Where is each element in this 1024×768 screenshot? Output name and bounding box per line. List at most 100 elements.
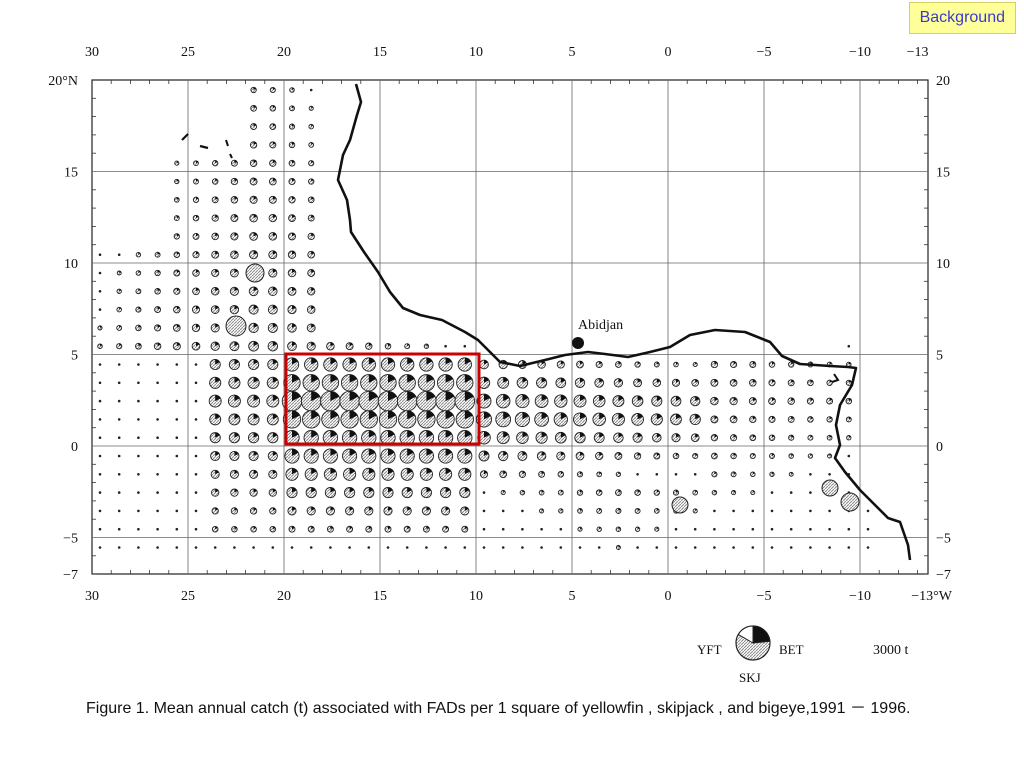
catch-pie-bet-sector: [119, 270, 121, 273]
catch-pie-bet-sector: [464, 357, 471, 365]
catch-pie-bet-sector: [599, 508, 602, 511]
catch-pie-bet-sector: [253, 451, 258, 456]
catch-dot: [117, 381, 121, 385]
tick-label: 5: [569, 45, 576, 60]
catch-pie-bet-sector: [810, 435, 813, 438]
catch-pie-bet-sector: [791, 435, 794, 438]
tick-label: 10: [936, 257, 950, 272]
catch-pie-bet-sector: [234, 526, 237, 530]
catch-pie-bet-sector: [733, 397, 737, 402]
catch-pie-bet-sector: [272, 323, 277, 328]
catch-pie-bet-sector: [215, 507, 219, 511]
catch-pie-bet-sector: [407, 526, 410, 530]
catch-dot: [578, 546, 582, 549]
catch-pie-bet-sector: [599, 395, 605, 402]
catch-pie-bet-sector: [522, 490, 525, 493]
catch-pie-bet-sector: [215, 432, 220, 438]
catch-pie-bet-sector: [253, 214, 257, 219]
coast-fragment-2: [199, 144, 209, 150]
catch-pie-bet-sector: [138, 325, 141, 328]
catch-pie-bet-sector: [714, 415, 718, 420]
catch-pie-bet-sector: [656, 433, 661, 438]
grid-lines: [92, 80, 928, 574]
catch-pie-bet-sector: [503, 431, 509, 438]
catch-pie-bet-sector: [349, 391, 359, 402]
tick-label: 25: [181, 589, 195, 604]
catch-pie-bet-sector: [311, 391, 320, 402]
catch-pie-bet-sector: [272, 305, 277, 310]
catch-dot: [98, 454, 102, 458]
catch-dot: [194, 491, 198, 494]
catch-pie-bet-sector: [503, 412, 510, 420]
catch-dot: [137, 491, 140, 494]
catch-dot: [636, 546, 639, 549]
catch-dot: [117, 436, 121, 440]
catch-pie-bet-sector: [215, 178, 218, 182]
catch-pie-bet-sector: [407, 448, 414, 456]
catch-dot: [98, 436, 102, 440]
catch-dot: [789, 527, 793, 531]
catch-pie-bet-sector: [580, 432, 585, 438]
catch-pie-bet-sector: [676, 396, 681, 402]
catch-pie-bet-sector: [215, 305, 219, 310]
catch-pie-bet-sector: [176, 233, 180, 237]
catch-pie-bet-sector: [695, 453, 698, 456]
catch-pie-bet-sector: [848, 435, 851, 438]
catch-pie-bet-sector: [253, 432, 259, 438]
catch-dot: [156, 436, 159, 440]
catch-pie-bet-sector: [272, 196, 276, 200]
catch-dot: [828, 546, 831, 549]
catch-pie-bet-sector: [272, 87, 276, 90]
tick-label: −5: [936, 532, 951, 547]
catch-pie-bet-sector: [426, 526, 430, 530]
catch-pie-bet-sector: [695, 433, 699, 438]
catch-pie-bet-sector: [848, 380, 852, 383]
catch-pie-bet-sector: [253, 470, 258, 475]
catch-dot: [98, 527, 102, 531]
catch-pie-bet-sector: [580, 361, 583, 365]
catch-dot: [713, 509, 716, 513]
catch-pie-bet-sector: [695, 414, 700, 420]
catch-pie-bet-sector: [311, 269, 315, 273]
catch-pie-bet-sector: [311, 323, 315, 328]
catch-dot: [809, 527, 812, 531]
catch-pie-bet-sector: [292, 305, 296, 310]
tick-label: −7: [63, 568, 78, 583]
catch-pie-bet-sector: [138, 306, 141, 310]
catch-pie-bet-sector: [349, 468, 356, 475]
catch-pie-bet-sector: [176, 324, 180, 328]
catch-pie-bet-sector: [196, 233, 199, 237]
catch-pie-bet-sector: [253, 159, 257, 164]
catch-pie-bet-sector: [349, 374, 357, 383]
catch-pie-bet-sector: [656, 395, 662, 402]
catch-dot: [98, 399, 102, 403]
tick-label: 30: [85, 589, 99, 604]
catch-pie-bet-sector: [234, 214, 238, 219]
tick-label: 20: [936, 74, 950, 89]
catch-pie-bet-sector: [772, 453, 775, 456]
coast-fragment-4: [831, 373, 840, 383]
catch-dot: [655, 473, 659, 476]
catch-pie-bet-sector: [445, 448, 452, 456]
catch-pie-bet-sector: [292, 251, 296, 255]
catch-pie-bet-sector: [311, 251, 315, 255]
left-tick-labels: 20°N 15 10 5 0 −5 −7: [48, 74, 78, 583]
catch-pie-bet-sector: [196, 269, 199, 273]
catch-pie-bet-sector: [388, 526, 391, 530]
catch-pie: [596, 471, 603, 478]
tick-label: 10: [469, 589, 483, 604]
catch-pie-bet-sector: [580, 395, 586, 402]
catch-pie-bet-sector: [676, 433, 680, 438]
catch-dot: [175, 418, 179, 421]
legend-bet-sector: [752, 625, 771, 644]
catch-pie-bet-sector: [388, 374, 396, 383]
catch-pie-bet-sector: [234, 359, 239, 365]
catch-pie-bet-sector: [695, 379, 699, 383]
catch-pie-bet-sector: [599, 413, 605, 420]
catch-pie-bet-sector: [733, 453, 737, 456]
catch-dot: [847, 454, 851, 458]
catch-dot: [175, 436, 179, 440]
catch-pie-bet-sector: [810, 397, 814, 402]
catch-pie-bet-sector: [522, 377, 528, 383]
tick-label: −10: [849, 589, 871, 604]
